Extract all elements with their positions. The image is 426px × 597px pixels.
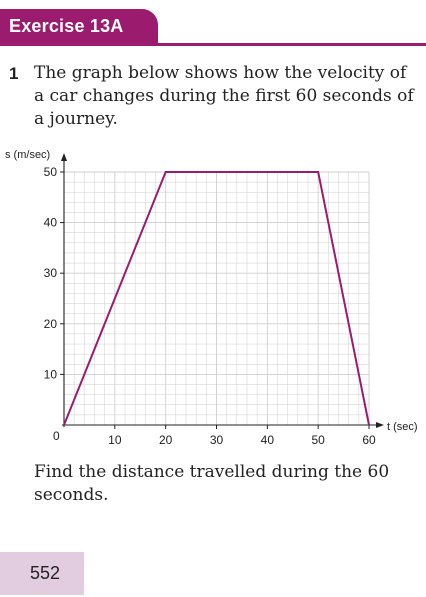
y-tick-label: 20	[44, 317, 58, 331]
x-axis-arrow	[376, 422, 384, 428]
velocity-line	[63, 171, 370, 426]
origin-label: 0	[53, 429, 60, 443]
header-rule	[0, 43, 426, 46]
chart-grid	[64, 171, 370, 425]
x-tick-label: 60	[362, 433, 376, 447]
y-tick-label: 40	[44, 216, 58, 230]
chart-tick-labels: 10 20 30 40 50 60 10 20 30 40 50	[44, 165, 376, 447]
x-tick-label: 30	[210, 433, 224, 447]
page-number-box	[0, 552, 84, 595]
exercise-header-tab	[0, 9, 158, 46]
question-number: 1	[9, 64, 19, 83]
y-axis-label: s (m/sec)	[5, 149, 50, 161]
chart-series	[63, 171, 370, 426]
exercise-title: Exercise 13A	[9, 16, 124, 36]
chart-axes	[61, 153, 384, 428]
question-follow-up: Find the distance travelled during the 6…	[34, 462, 390, 505]
y-tick-label: 10	[44, 367, 58, 381]
x-tick-label: 40	[261, 433, 275, 447]
question-text: The graph below shows how the velocity o…	[34, 63, 414, 129]
x-tick-label: 10	[108, 433, 122, 447]
y-axis-arrow	[61, 153, 67, 161]
velocity-time-graph: 10 20 30 40 50 60 10 20 30 40 50 s (m/sec) t (sec)…	[5, 149, 418, 447]
y-tick-label: 30	[44, 266, 58, 280]
x-tick-label: 20	[159, 433, 173, 447]
x-axis-label: t (sec)	[387, 421, 418, 433]
y-tick-label: 50	[44, 165, 58, 179]
page-number: 552	[30, 563, 61, 583]
x-tick-label: 50	[311, 433, 325, 447]
